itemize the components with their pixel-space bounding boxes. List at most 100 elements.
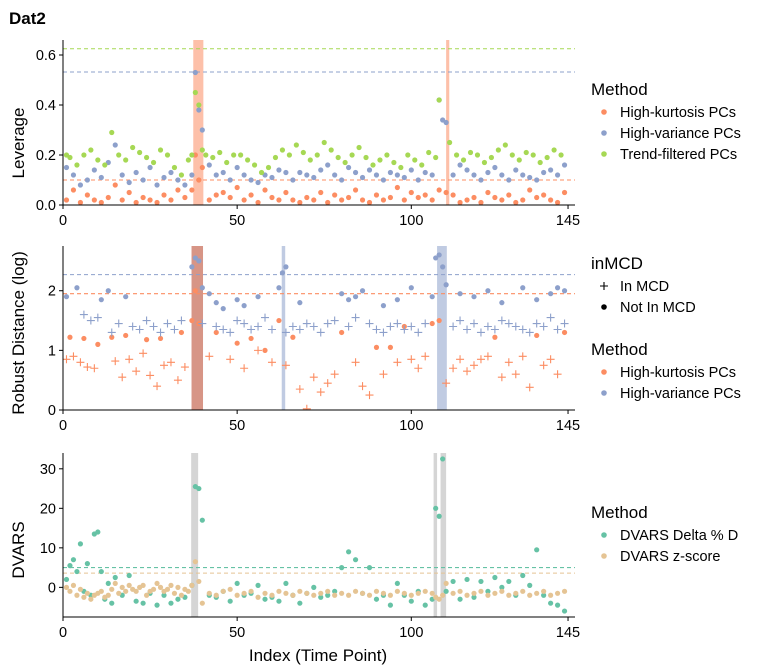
point-trend-filtered-pcs bbox=[377, 157, 383, 163]
point-high-kurtosis-pcs bbox=[429, 197, 435, 203]
point-high-kurtosis-pcs bbox=[506, 192, 512, 198]
point-dvars-delta-d bbox=[227, 598, 233, 604]
point-dvars-z-score bbox=[429, 590, 435, 596]
point-high-kurtosis-pcs bbox=[554, 199, 561, 205]
point-high-variance-pcs bbox=[189, 172, 195, 178]
point-dvars-z-score bbox=[206, 590, 212, 596]
point-dvars-delta-d bbox=[436, 513, 442, 519]
point-high-variance-pcs-in-mcd bbox=[267, 325, 276, 334]
point-high-variance-pcs-in-mcd bbox=[393, 319, 402, 328]
point-high-variance-pcs bbox=[255, 179, 261, 186]
point-high-variance-pcs-in-mcd bbox=[156, 328, 165, 337]
point-high-kurtosis-pcs bbox=[346, 194, 352, 201]
point-dvars-z-score bbox=[499, 588, 505, 594]
point-high-variance-pcs-not-in-mcd bbox=[339, 291, 345, 297]
point-high-kurtosis-pcs-in-mcd bbox=[125, 355, 134, 364]
point-dvars-delta-d bbox=[422, 602, 428, 608]
point-dvars-z-score bbox=[346, 592, 352, 598]
point-high-variance-pcs-not-in-mcd bbox=[561, 288, 568, 294]
point-high-kurtosis-pcs bbox=[527, 187, 533, 193]
point-high-kurtosis-pcs bbox=[422, 192, 428, 198]
point-dvars-delta-d bbox=[534, 547, 540, 553]
point-dvars-z-score bbox=[339, 590, 345, 596]
point-high-kurtosis-pcs bbox=[436, 187, 442, 193]
point-high-kurtosis-pcs bbox=[91, 197, 97, 203]
point-high-variance-pcs-not-in-mcd bbox=[105, 288, 111, 294]
point-dvars-delta-d bbox=[77, 541, 84, 547]
point-high-kurtosis-pcs bbox=[443, 189, 449, 196]
point-dvars-delta-d bbox=[554, 602, 561, 608]
point-high-kurtosis-pcs-in-mcd bbox=[511, 370, 520, 379]
point-high-variance-pcs bbox=[91, 167, 97, 173]
point-dvars-z-score bbox=[143, 592, 150, 598]
point-high-kurtosis-pcs bbox=[325, 199, 331, 205]
point-high-variance-pcs-in-mcd bbox=[309, 322, 318, 331]
point-trend-filtered-pcs bbox=[293, 142, 299, 148]
point-high-kurtosis-pcs-not-in-mcd bbox=[109, 334, 115, 340]
point-high-kurtosis-pcs bbox=[471, 194, 477, 201]
point-trend-filtered-pcs bbox=[116, 152, 122, 158]
point-high-kurtosis-pcs bbox=[234, 184, 240, 191]
point-high-kurtosis-pcs bbox=[366, 199, 373, 205]
point-high-kurtosis-pcs bbox=[394, 184, 400, 191]
point-trend-filtered-pcs bbox=[433, 154, 439, 161]
point-dvars-z-score bbox=[443, 580, 449, 587]
point-high-kurtosis-pcs bbox=[339, 197, 345, 203]
point-high-kurtosis-pcs bbox=[255, 199, 261, 205]
point-trend-filtered-pcs bbox=[384, 152, 390, 158]
legend-label: High-variance PCs bbox=[620, 126, 741, 142]
point-high-variance-pcs-in-mcd bbox=[504, 319, 513, 328]
point-high-kurtosis-pcs-in-mcd bbox=[309, 373, 318, 382]
point-high-variance-pcs-not-in-mcd bbox=[123, 294, 129, 300]
point-dvars-z-score bbox=[178, 592, 185, 598]
point-high-kurtosis-pcs-not-in-mcd bbox=[81, 335, 87, 342]
point-dvars-z-score bbox=[352, 588, 359, 594]
point-high-kurtosis-pcs bbox=[464, 197, 470, 203]
point-high-kurtosis-pcs bbox=[304, 194, 310, 201]
point-high-variance-pcs-in-mcd bbox=[219, 325, 228, 334]
point-high-variance-pcs-in-mcd bbox=[86, 316, 95, 325]
point-high-variance-pcs bbox=[161, 174, 167, 181]
point-high-variance-pcs bbox=[154, 182, 160, 188]
y-tick-label: 2 bbox=[48, 284, 56, 300]
point-high-variance-pcs bbox=[561, 162, 568, 168]
point-trend-filtered-pcs bbox=[279, 147, 286, 153]
point-high-variance-pcs-in-mcd bbox=[463, 325, 472, 334]
point-high-variance-pcs-not-in-mcd bbox=[394, 297, 400, 303]
point-high-variance-pcs bbox=[346, 164, 352, 171]
point-high-kurtosis-pcs-not-in-mcd bbox=[123, 332, 129, 339]
point-dvars-z-score bbox=[84, 590, 90, 596]
point-trend-filtered-pcs bbox=[460, 157, 467, 163]
point-trend-filtered-pcs bbox=[314, 152, 320, 158]
point-high-variance-pcs-in-mcd bbox=[142, 316, 151, 325]
point-dvars-z-score bbox=[457, 588, 463, 594]
point-high-variance-pcs-not-in-mcd bbox=[520, 285, 526, 291]
point-dvars-z-score bbox=[436, 596, 442, 602]
point-dvars-z-score bbox=[450, 590, 456, 596]
point-high-variance-pcs-not-in-mcd bbox=[499, 300, 505, 306]
point-dvars-z-score bbox=[227, 586, 233, 592]
point-high-kurtosis-pcs bbox=[168, 197, 174, 203]
point-high-variance-pcs-in-mcd bbox=[386, 322, 395, 331]
legend-label: DVARS Delta % D bbox=[620, 528, 738, 544]
point-high-variance-pcs-in-mcd bbox=[170, 325, 179, 334]
point-high-variance-pcs bbox=[513, 167, 519, 173]
legend-marker-icon bbox=[601, 532, 607, 538]
point-high-kurtosis-pcs bbox=[499, 197, 505, 203]
point-high-variance-pcs-not-in-mcd bbox=[408, 285, 414, 291]
point-dvars-z-score bbox=[408, 592, 414, 598]
point-high-variance-pcs-in-mcd bbox=[351, 313, 360, 322]
point-high-kurtosis-pcs bbox=[213, 192, 219, 198]
point-trend-filtered-pcs bbox=[67, 154, 73, 161]
point-high-kurtosis-pcs-in-mcd bbox=[393, 358, 402, 367]
point-high-variance-pcs-not-in-mcd bbox=[63, 294, 70, 300]
point-high-variance-pcs-not-in-mcd bbox=[220, 306, 226, 312]
plot-area bbox=[63, 453, 575, 617]
point-dvars-delta-d bbox=[443, 588, 449, 594]
point-high-kurtosis-pcs bbox=[311, 197, 317, 203]
point-trend-filtered-pcs bbox=[349, 152, 355, 158]
point-dvars-z-score bbox=[554, 590, 561, 596]
point-trend-filtered-pcs bbox=[217, 149, 223, 156]
point-dvars-z-score bbox=[119, 584, 125, 590]
